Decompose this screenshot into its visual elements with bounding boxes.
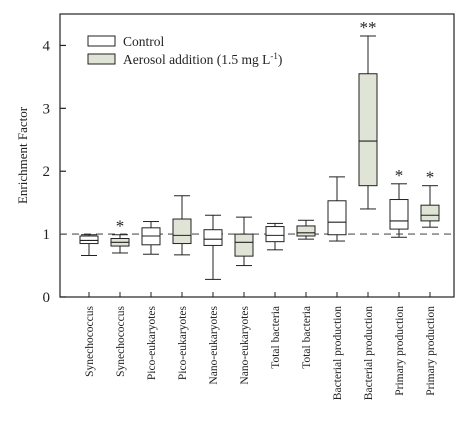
y-axis-title: Enrichment Factor xyxy=(15,106,30,204)
category-label: Primary production xyxy=(425,306,437,396)
category-label: Total bacteria xyxy=(270,306,282,369)
category-label: Synechococcus xyxy=(84,305,96,376)
category-label: Nano-eukaryotes xyxy=(208,305,220,384)
legend-swatch-aerosol xyxy=(87,53,116,65)
box-control xyxy=(265,226,285,243)
box-aerosol xyxy=(358,73,378,187)
category-label: Total bacteria xyxy=(301,306,313,369)
y-tick-label: 1 xyxy=(43,227,51,243)
significance-mark: * xyxy=(426,168,435,187)
significance-mark: * xyxy=(395,166,404,185)
box-control xyxy=(203,229,223,246)
legend-label-aerosol: Aerosol addition (1.5 mg L-1) xyxy=(123,51,282,67)
category-label: Nano-eukaryotes xyxy=(239,305,251,384)
category-label: Bacterial production xyxy=(363,306,375,400)
category-label: Pico-eukaryotes xyxy=(177,305,189,380)
category-label: Bacterial production xyxy=(332,306,344,400)
category-label: Primary production xyxy=(394,306,406,396)
box-aerosol xyxy=(172,218,192,245)
significance-mark: ** xyxy=(360,18,377,37)
legend-label-control: Control xyxy=(123,34,165,49)
y-tick-label: 3 xyxy=(43,101,51,117)
category-label: Pico-eukaryotes xyxy=(146,305,158,380)
box-control xyxy=(79,235,99,245)
box-control xyxy=(327,200,347,236)
y-tick-label: 2 xyxy=(43,164,51,180)
box-aerosol xyxy=(420,204,440,222)
y-tick-label: 4 xyxy=(43,38,51,54)
box-aerosol xyxy=(234,233,254,257)
significance-mark: * xyxy=(116,217,125,236)
legend-swatch-control xyxy=(87,35,116,47)
category-label: Synechococcus xyxy=(115,305,127,376)
box-control xyxy=(389,199,409,230)
plot-frame xyxy=(59,13,455,298)
box-aerosol xyxy=(296,225,316,237)
y-tick-label: 0 xyxy=(43,290,51,306)
